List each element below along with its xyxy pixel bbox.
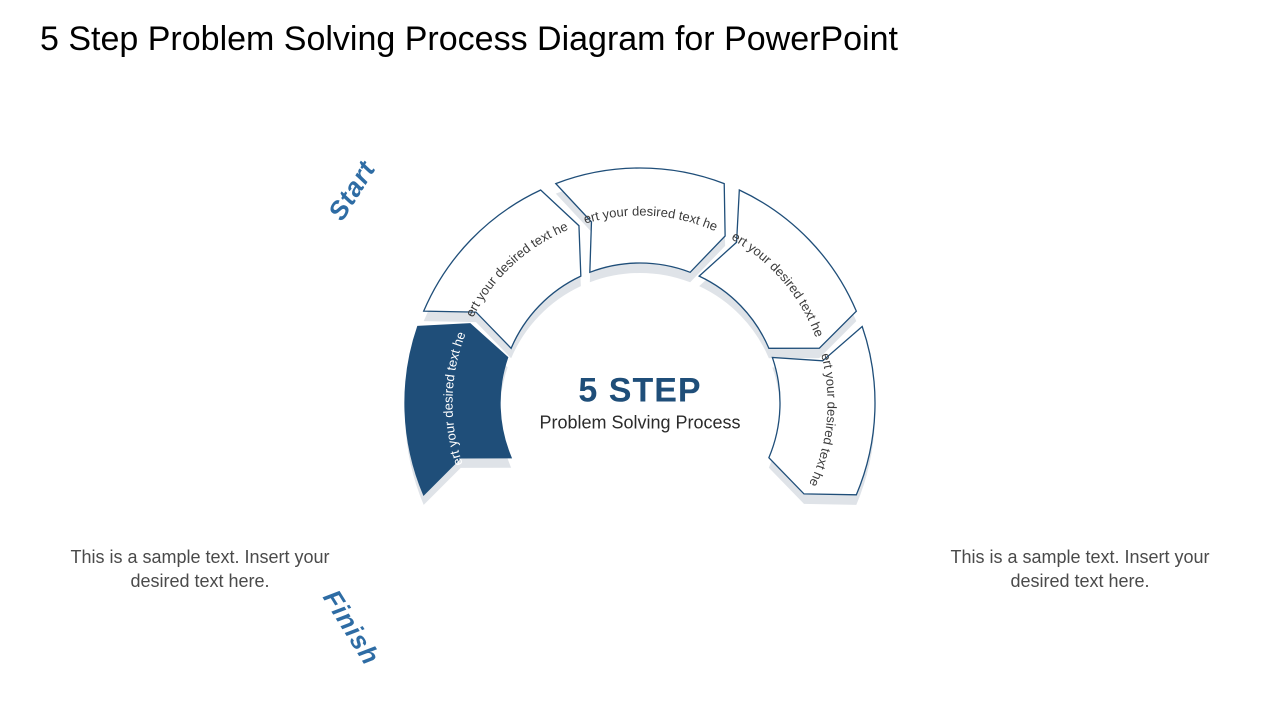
- center-title: 5 STEP: [530, 372, 750, 411]
- side-text-left: This is a sample text. Insert your desir…: [70, 545, 330, 594]
- slide-title: 5 Step Problem Solving Process Diagram f…: [40, 20, 898, 59]
- center-subtitle: Problem Solving Process: [530, 413, 750, 435]
- center-block: 5 STEP Problem Solving Process: [530, 372, 750, 435]
- finish-label: Finish: [316, 584, 386, 670]
- circular-process-diagram: Insert your desired text here.Insert you…: [380, 143, 900, 663]
- side-text-right: This is a sample text. Insert your desir…: [950, 545, 1210, 594]
- start-label: Start: [322, 155, 382, 226]
